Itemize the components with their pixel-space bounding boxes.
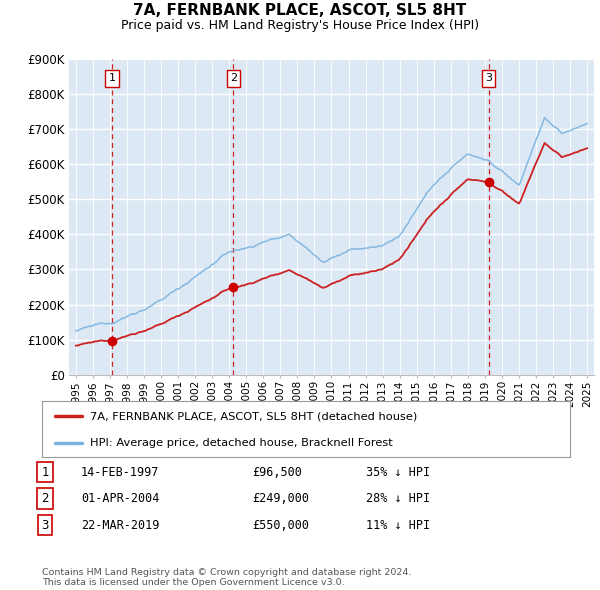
Text: 2: 2 <box>230 73 237 83</box>
Text: Contains HM Land Registry data © Crown copyright and database right 2024.
This d: Contains HM Land Registry data © Crown c… <box>42 568 412 587</box>
Text: 11% ↓ HPI: 11% ↓ HPI <box>366 519 430 532</box>
Text: 1: 1 <box>41 466 49 478</box>
Text: 7A, FERNBANK PLACE, ASCOT, SL5 8HT (detached house): 7A, FERNBANK PLACE, ASCOT, SL5 8HT (deta… <box>89 411 417 421</box>
Text: 3: 3 <box>41 519 49 532</box>
Text: 01-APR-2004: 01-APR-2004 <box>81 492 160 505</box>
Text: HPI: Average price, detached house, Bracknell Forest: HPI: Average price, detached house, Brac… <box>89 438 392 448</box>
Text: £550,000: £550,000 <box>252 519 309 532</box>
Text: £249,000: £249,000 <box>252 492 309 505</box>
Text: 1: 1 <box>109 73 115 83</box>
Text: 7A, FERNBANK PLACE, ASCOT, SL5 8HT: 7A, FERNBANK PLACE, ASCOT, SL5 8HT <box>133 3 467 18</box>
Text: 35% ↓ HPI: 35% ↓ HPI <box>366 466 430 478</box>
Text: Price paid vs. HM Land Registry's House Price Index (HPI): Price paid vs. HM Land Registry's House … <box>121 19 479 32</box>
Text: 14-FEB-1997: 14-FEB-1997 <box>81 466 160 478</box>
Text: 28% ↓ HPI: 28% ↓ HPI <box>366 492 430 505</box>
Text: 3: 3 <box>485 73 492 83</box>
Text: 22-MAR-2019: 22-MAR-2019 <box>81 519 160 532</box>
Text: £96,500: £96,500 <box>252 466 302 478</box>
Text: 2: 2 <box>41 492 49 505</box>
